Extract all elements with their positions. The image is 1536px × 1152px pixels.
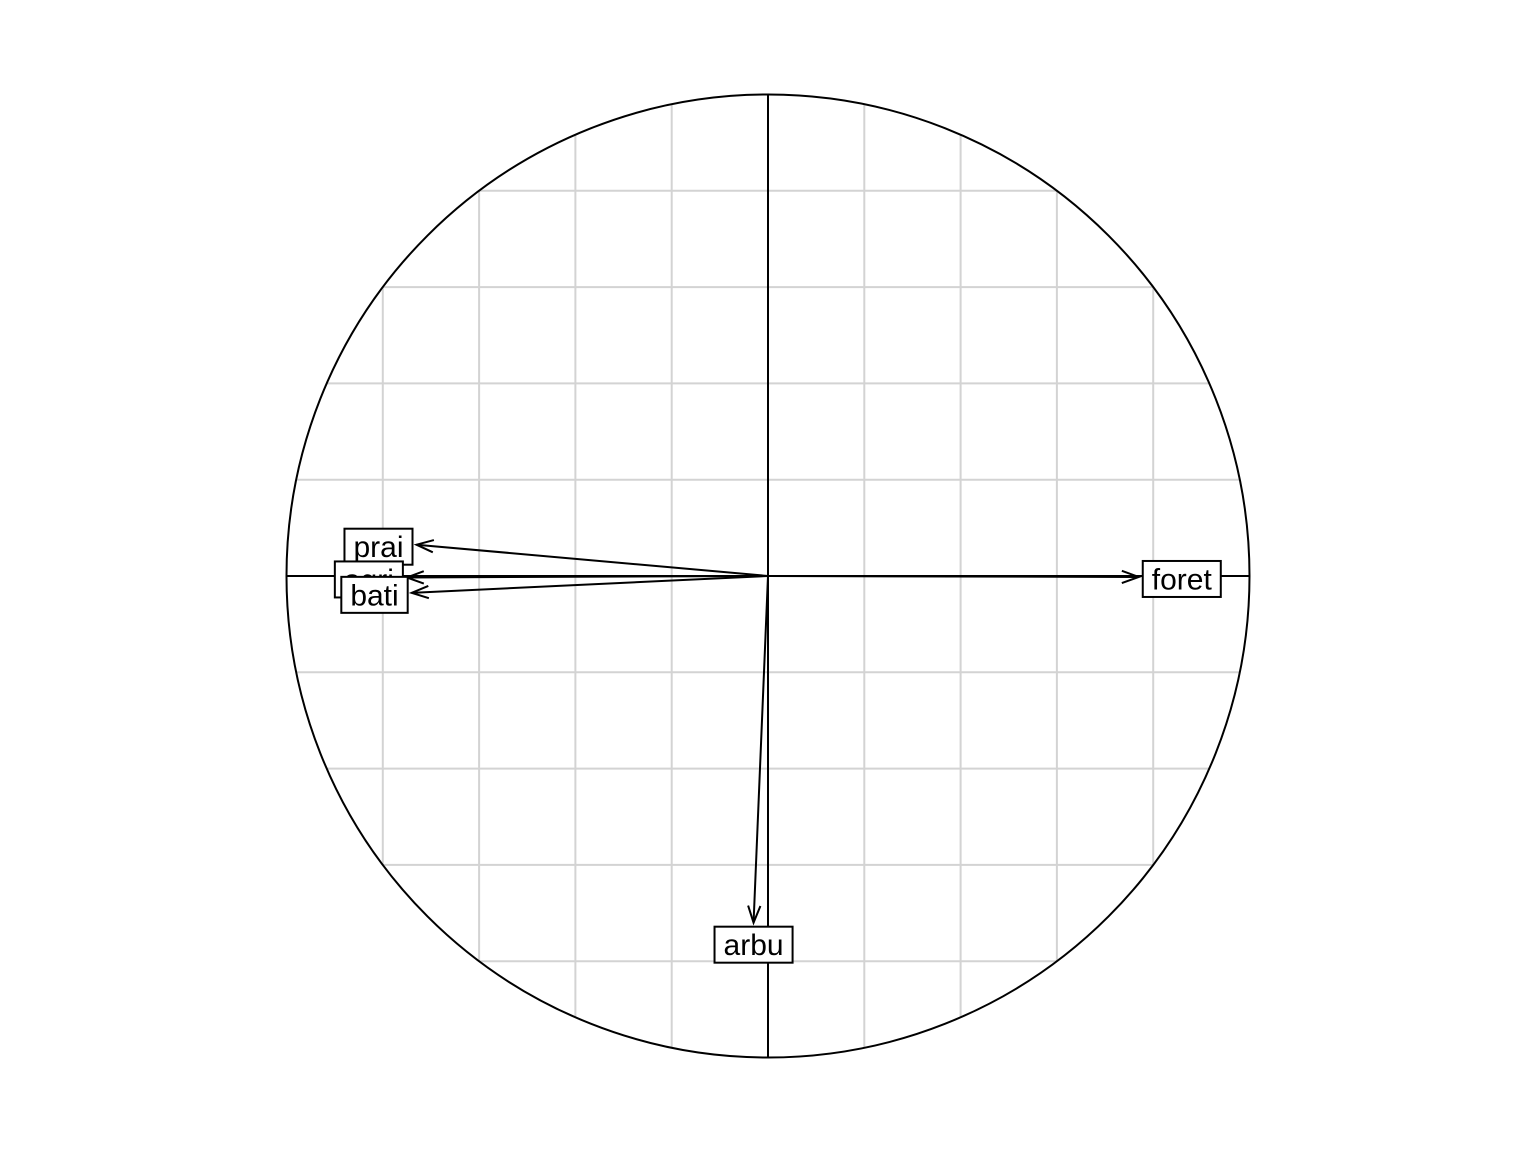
label-text-prai: prai xyxy=(353,531,403,564)
label-text-bati: bati xyxy=(350,579,398,612)
unit-circle xyxy=(285,93,1251,1059)
arrowhead-prai xyxy=(413,539,435,554)
arrowhead-foret xyxy=(1121,569,1142,585)
label-bati: bati xyxy=(340,575,409,614)
label-box-foret xyxy=(1141,559,1222,598)
label-text-arbu: arbu xyxy=(724,929,784,962)
arrow-foret xyxy=(767,575,1139,578)
label-foret: foret xyxy=(1141,559,1222,598)
variable-labels: praiagribatiforetarbu xyxy=(333,527,1222,964)
label-box-bati xyxy=(340,575,409,614)
arrow-arbu xyxy=(752,575,769,923)
arrow-bati xyxy=(411,575,769,594)
label-arbu: arbu xyxy=(713,925,794,964)
arrow-prai xyxy=(416,543,769,577)
label-prai: prai xyxy=(343,527,414,566)
label-box-arbu xyxy=(713,925,794,964)
arrow-agri xyxy=(406,575,769,579)
arrowhead-arbu xyxy=(747,905,762,926)
arrowhead-bati xyxy=(408,584,430,600)
label-text-foret: foret xyxy=(1152,563,1213,596)
